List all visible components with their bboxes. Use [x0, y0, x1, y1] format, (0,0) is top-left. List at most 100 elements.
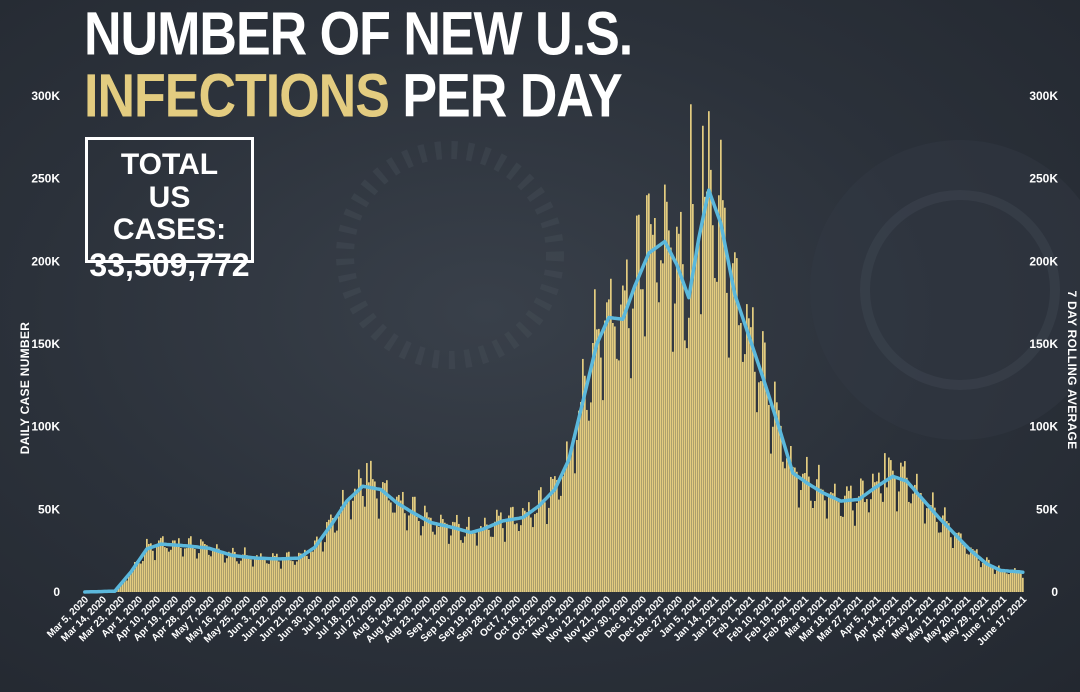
bar-day-111 [306, 555, 308, 592]
bar-day-379 [842, 516, 844, 592]
bar-day-248 [580, 402, 582, 592]
bar-day-235 [554, 476, 556, 592]
bar-day-209 [502, 528, 504, 592]
bar-day-276 [636, 215, 638, 592]
bar-day-212 [508, 515, 510, 592]
bar-day-464 [1012, 572, 1014, 592]
bar-day-68 [220, 551, 222, 592]
bar-day-201 [486, 524, 488, 592]
bar-day-377 [838, 502, 840, 592]
bar-day-291 [666, 201, 668, 592]
bar-day-452 [988, 559, 990, 592]
bar-day-244 [572, 438, 574, 592]
bar-day-167 [418, 520, 420, 592]
bar-day-284 [652, 234, 654, 592]
bar-day-84 [252, 566, 254, 592]
total-cases-box: TOTAL US CASES: 33,509,772 [85, 137, 254, 283]
y-tick-right-0: 0 [1051, 585, 1058, 599]
bar-day-256 [596, 329, 598, 592]
bar-day-204 [492, 536, 494, 592]
bar-day-459 [1002, 568, 1004, 592]
bar-day-382 [848, 490, 850, 592]
bar-day-91 [266, 563, 268, 592]
bar-day-124 [332, 518, 334, 592]
bar-day-233 [550, 476, 552, 592]
bar-day-333 [750, 327, 752, 592]
bar-day-136 [356, 489, 358, 592]
bar-day-168 [420, 535, 422, 592]
bar-day-314 [712, 225, 714, 593]
bar-day-144 [372, 479, 374, 592]
bar-day-214 [512, 506, 514, 592]
bar-day-185 [454, 522, 456, 592]
bar-day-437 [958, 532, 960, 592]
bar-day-354 [792, 466, 794, 592]
bar-day-216 [516, 523, 518, 592]
bar-day-119 [322, 551, 324, 592]
bar-day-416 [916, 473, 918, 592]
bar-day-78 [240, 560, 242, 592]
bar-day-441 [966, 553, 968, 592]
bar-day-114 [312, 551, 314, 592]
bar-day-325 [734, 252, 736, 592]
bar-day-89 [262, 557, 264, 592]
bar-day-317 [718, 195, 720, 592]
bar-day-418 [920, 493, 922, 592]
bar-day-194 [472, 531, 474, 592]
bar-day-268 [620, 304, 622, 592]
bar-day-107 [298, 552, 300, 592]
bar-day-150 [384, 483, 386, 592]
bar-day-302 [688, 317, 690, 592]
bar-day-240 [564, 465, 566, 592]
bar-day-229 [542, 499, 544, 592]
bar-day-281 [646, 195, 648, 592]
bar-day-292 [668, 230, 670, 592]
bar-day-431 [946, 521, 948, 592]
bar-day-24 [132, 569, 134, 592]
bar-day-43 [170, 549, 172, 592]
bar-day-33 [150, 543, 152, 592]
bar-day-101 [286, 552, 288, 592]
bar-day-345 [774, 381, 776, 592]
bar-day-210 [504, 541, 506, 592]
bar-day-408 [900, 462, 902, 592]
bar-day-199 [482, 528, 484, 592]
bar-day-339 [762, 331, 764, 592]
bar-day-419 [922, 498, 924, 592]
bar-day-234 [552, 478, 554, 592]
bar-day-303 [690, 104, 692, 593]
bar-day-122 [328, 519, 330, 592]
bar-day-175 [434, 534, 436, 592]
bar-day-355 [794, 467, 796, 592]
bar-day-318 [720, 139, 722, 592]
bar-day-458 [1000, 568, 1002, 592]
bar-day-400 [884, 453, 886, 592]
bar-day-22 [128, 575, 130, 592]
bar-day-50 [184, 548, 186, 592]
y-axis-left-ticks: 0 50K 100K 150K 200K 250K 300K [31, 89, 60, 599]
bar-day-350 [784, 468, 786, 592]
bar-day-132 [348, 497, 350, 592]
bar-day-151 [386, 480, 388, 592]
y-tick-left-0: 0 [53, 585, 60, 599]
bar-day-300 [684, 340, 686, 592]
y-tick-left-5: 250K [31, 172, 60, 186]
bar-day-368 [820, 488, 822, 592]
bar-day-263 [610, 278, 612, 592]
bar-day-182 [448, 543, 450, 592]
bar-day-334 [752, 307, 754, 592]
bar-day-253 [590, 402, 592, 592]
bar-day-428 [940, 532, 942, 592]
bar-day-82 [248, 556, 250, 592]
bar-day-211 [506, 521, 508, 592]
y-tick-right-5: 250K [1029, 172, 1058, 186]
bar-day-307 [698, 240, 700, 592]
bar-day-26 [136, 561, 138, 592]
bar-day-430 [944, 507, 946, 592]
bar-day-179 [442, 519, 444, 592]
bar-day-275 [634, 283, 636, 592]
bar-day-41 [166, 548, 168, 592]
bar-day-326 [736, 258, 738, 592]
bar-day-429 [942, 515, 944, 592]
